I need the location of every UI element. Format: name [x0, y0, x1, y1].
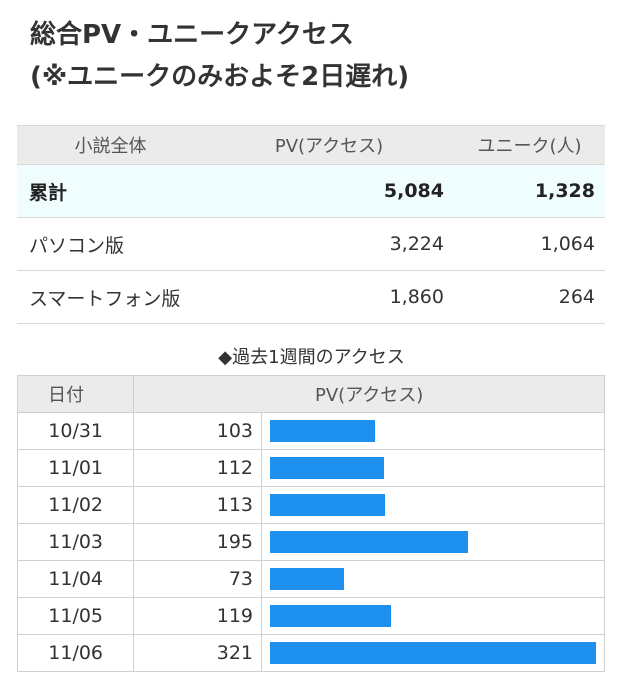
- weekly-pv-bar: [270, 457, 384, 479]
- weekly-bar-cell: [261, 634, 605, 672]
- summary-row-total: 累計 5,084 1,328: [17, 164, 605, 218]
- summary-row-label: 累計: [17, 164, 204, 218]
- weekly-pv-value: 73: [133, 560, 262, 598]
- weekly-header-date: 日付: [16, 375, 135, 413]
- weekly-row: 11/03 195: [16, 523, 605, 561]
- weekly-table: 日付 PV(アクセス) 10/31 103 11/01 112 11/02 113 11/0…: [16, 375, 605, 672]
- weekly-date: 11/01: [16, 449, 135, 487]
- weekly-row: 11/04 73: [16, 560, 605, 598]
- title-line-1: 総合PV・ユニークアクセス: [30, 20, 354, 50]
- weekly-row: 10/31 103: [16, 412, 605, 450]
- weekly-date: 11/05: [16, 597, 135, 635]
- summary-header-row: 小説全体 PV(アクセス) ユニーク(人): [17, 125, 605, 165]
- weekly-row: 11/01 112: [16, 449, 605, 487]
- weekly-pv-value: 103: [133, 412, 262, 450]
- weekly-row: 11/06 321: [16, 634, 605, 672]
- weekly-heading: ◆過去1週間のアクセス: [218, 347, 405, 368]
- weekly-pv-value: 195: [133, 523, 262, 561]
- title-line-2: (※ユニークのみおよそ2日遅れ): [30, 62, 410, 92]
- weekly-date: 10/31: [16, 412, 135, 450]
- weekly-bar-cell: [261, 560, 605, 598]
- weekly-date: 11/02: [16, 486, 135, 524]
- weekly-row: 11/05 119: [16, 597, 605, 635]
- summary-header-unique: ユニーク(人): [454, 125, 605, 165]
- page-title: 総合PV・ユニークアクセス (※ユニークのみおよそ2日遅れ): [30, 14, 409, 98]
- weekly-date: 11/06: [16, 634, 135, 672]
- weekly-bar-cell: [261, 412, 605, 450]
- weekly-row: 11/02 113: [16, 486, 605, 524]
- weekly-pv-value: 321: [133, 634, 262, 672]
- summary-row-unique: 1,328: [454, 164, 605, 218]
- weekly-header-pv: PV(アクセス): [133, 375, 605, 413]
- summary-header-pv: PV(アクセス): [204, 125, 454, 165]
- summary-table: 小説全体 PV(アクセス) ユニーク(人) 累計 5,084 1,328 パソコ…: [17, 125, 605, 324]
- weekly-body: 10/31 103 11/01 112 11/02 113 11/03 195 11/04 73 1…: [16, 412, 605, 672]
- weekly-pv-value: 119: [133, 597, 262, 635]
- weekly-pv-bar: [270, 605, 391, 627]
- summary-row-label: パソコン版: [17, 217, 204, 271]
- weekly-pv-bar: [270, 494, 385, 516]
- weekly-pv-value: 112: [133, 449, 262, 487]
- weekly-pv-bar: [270, 531, 468, 553]
- weekly-date: 11/03: [16, 523, 135, 561]
- weekly-date: 11/04: [16, 560, 135, 598]
- weekly-pv-bar: [270, 568, 344, 590]
- summary-row-pv: 1,860: [204, 270, 454, 324]
- summary-header-novel: 小説全体: [17, 125, 204, 165]
- summary-row-pv: 3,224: [204, 217, 454, 271]
- weekly-pv-value: 113: [133, 486, 262, 524]
- summary-row-unique: 264: [454, 270, 605, 324]
- summary-row-smartphone: スマートフォン版 1,860 264: [17, 270, 605, 324]
- weekly-bar-cell: [261, 523, 605, 561]
- summary-row-unique: 1,064: [454, 217, 605, 271]
- weekly-bar-cell: [261, 486, 605, 524]
- weekly-bar-cell: [261, 449, 605, 487]
- summary-row-pv: 5,084: [204, 164, 454, 218]
- weekly-pv-bar: [270, 420, 375, 442]
- weekly-bar-cell: [261, 597, 605, 635]
- summary-row-label: スマートフォン版: [17, 270, 204, 324]
- weekly-header-row: 日付 PV(アクセス): [16, 375, 605, 413]
- weekly-pv-bar: [270, 642, 596, 664]
- summary-row-pc: パソコン版 3,224 1,064: [17, 217, 605, 271]
